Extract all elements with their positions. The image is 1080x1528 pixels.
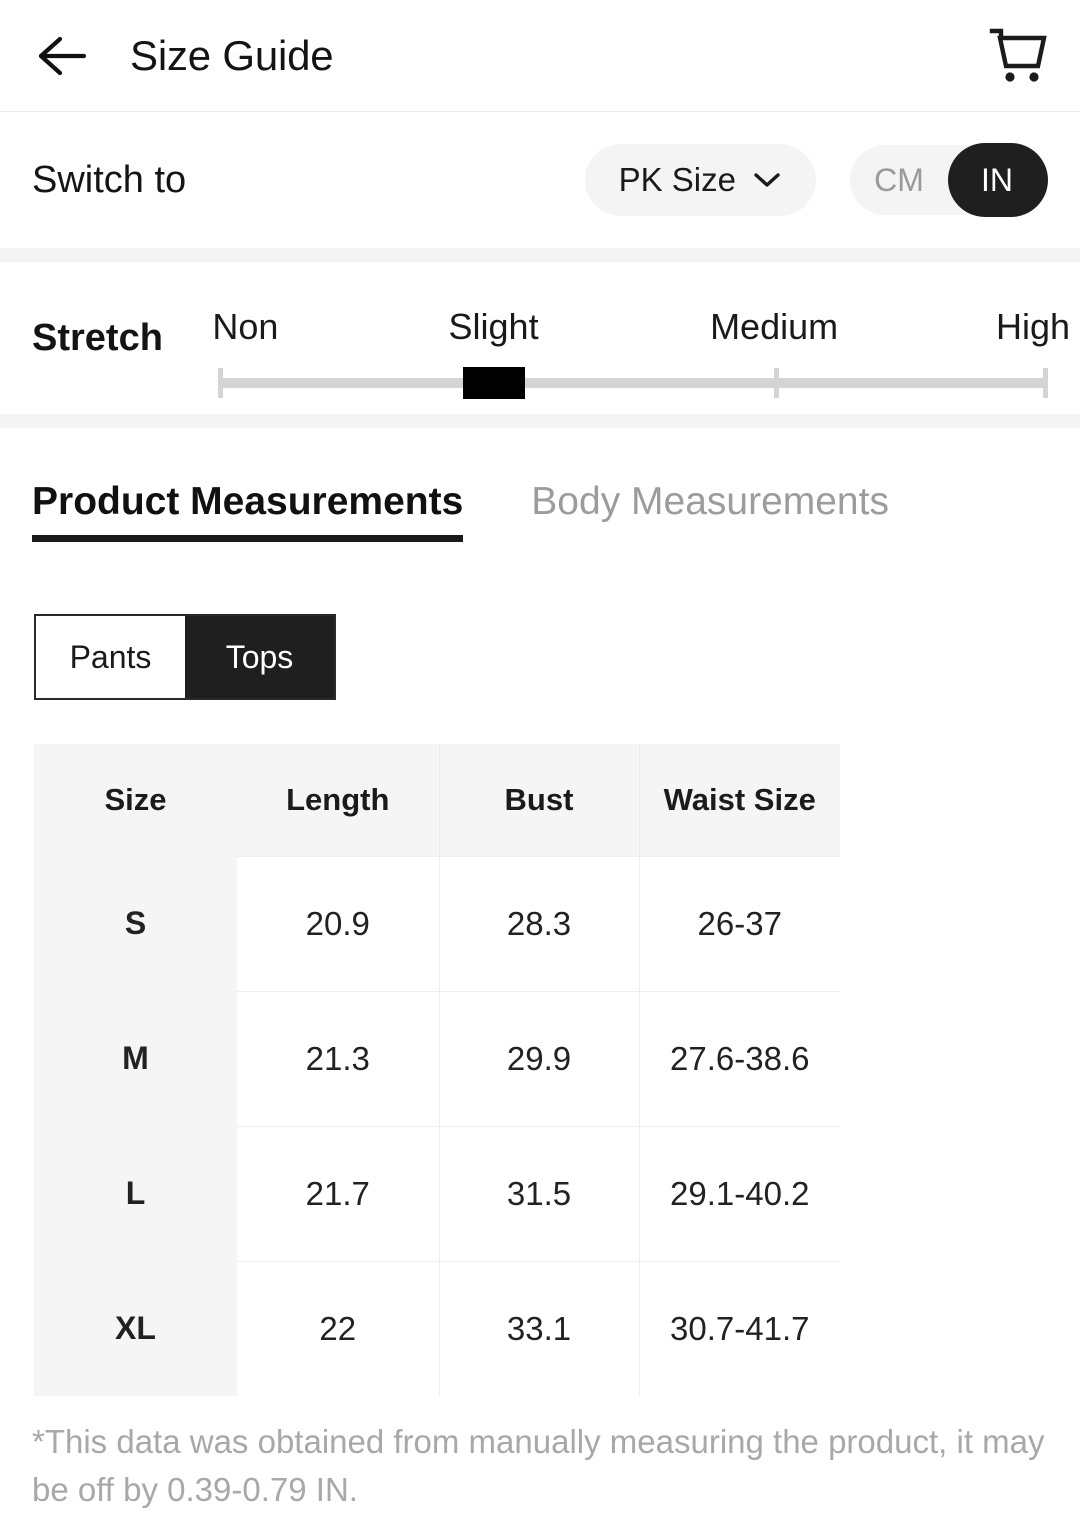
cell-size: S <box>34 856 237 991</box>
stretch-level-non: Non <box>212 306 279 347</box>
stretch-label: Stretch <box>32 317 163 359</box>
cell-bust: 33.1 <box>439 1260 640 1396</box>
stretch-track[interactable] <box>218 367 1048 399</box>
stretch-level-medium: Medium <box>710 306 839 347</box>
cell-size: XL <box>34 1261 237 1396</box>
size-standard-value: PK Size <box>618 161 736 198</box>
stretch-slider[interactable]: Non Slight Medium High <box>212 262 1070 414</box>
page-title: Size Guide <box>130 31 334 79</box>
back-button[interactable] <box>34 29 88 83</box>
section-divider-bottom <box>0 414 1080 428</box>
cell-length: 21.7 <box>237 1125 440 1261</box>
size-standard-dropdown[interactable]: PK Size <box>584 144 816 216</box>
cell-bust: 31.5 <box>439 1125 640 1261</box>
cell-waist: 26-37 <box>639 855 840 991</box>
cell-size: L <box>34 1126 237 1261</box>
category-segmented-control: Pants Tops <box>34 614 336 700</box>
table-row: L 21.7 31.5 29.1-40.2 <box>34 1125 840 1261</box>
arrow-left-icon <box>38 36 87 75</box>
switch-to-label: Switch to <box>32 158 187 201</box>
column-header-length: Length <box>237 744 440 856</box>
size-table: Size Length Bust Waist Size S 20.9 28.3 … <box>34 744 840 1396</box>
shopping-cart-icon <box>989 28 1047 82</box>
cell-length: 20.9 <box>237 855 440 991</box>
stretch-section: Stretch Non Slight Medium High <box>0 262 1080 414</box>
column-header-size: Size <box>34 744 237 856</box>
table-header-row: Size Length Bust Waist Size <box>34 744 840 856</box>
unit-toggle-knob <box>948 143 1048 217</box>
switch-to-controls: PK Size CM IN <box>584 143 1048 217</box>
unit-toggle[interactable]: CM IN <box>850 143 1048 217</box>
column-header-bust: Bust <box>439 744 640 856</box>
section-divider-top <box>0 248 1080 262</box>
app-header: Size Guide <box>0 0 1080 112</box>
stretch-tick-end <box>1043 368 1048 398</box>
cell-waist: 30.7-41.7 <box>639 1260 840 1396</box>
cell-length: 21.3 <box>237 990 440 1126</box>
switch-to-row: Switch to PK Size CM IN <box>0 112 1080 248</box>
cart-button[interactable] <box>986 24 1050 88</box>
stretch-knob[interactable] <box>462 367 525 399</box>
segment-pants[interactable]: Pants <box>36 616 185 698</box>
stretch-tick-medium <box>774 368 780 398</box>
table-row: XL 22 33.1 30.7-41.7 <box>34 1260 840 1396</box>
stretch-level-slight: Slight <box>448 306 539 347</box>
stretch-level-high: High <box>996 306 1071 347</box>
stretch-tick-start <box>218 368 223 398</box>
cell-waist: 29.1-40.2 <box>639 1125 840 1261</box>
cell-waist: 27.6-38.6 <box>639 990 840 1126</box>
tab-body-measurements[interactable]: Body Measurements <box>531 480 889 523</box>
size-table-wrapper: Size Length Bust Waist Size S 20.9 28.3 … <box>34 744 840 1396</box>
table-row: S 20.9 28.3 26-37 <box>34 855 840 991</box>
measurement-disclaimer: *This data was obtained from manually me… <box>32 1423 1045 1508</box>
unit-option-in[interactable]: IN <box>981 161 1013 198</box>
cell-bust: 28.3 <box>439 855 640 991</box>
segment-tops[interactable]: Tops <box>185 616 334 698</box>
column-header-waist: Waist Size <box>639 744 840 856</box>
cell-length: 22 <box>237 1260 440 1396</box>
unit-option-cm[interactable]: CM <box>874 161 924 198</box>
cell-bust: 29.9 <box>439 990 640 1126</box>
stretch-level-labels: Non Slight Medium High <box>212 306 1070 352</box>
cell-size: M <box>34 991 237 1126</box>
chevron-down-icon <box>754 173 780 187</box>
tab-product-measurements[interactable]: Product Measurements <box>32 480 464 542</box>
measurement-tabs: Product Measurements Body Measurements <box>0 428 1080 542</box>
table-row: M 21.3 29.9 27.6-38.6 <box>34 990 840 1126</box>
